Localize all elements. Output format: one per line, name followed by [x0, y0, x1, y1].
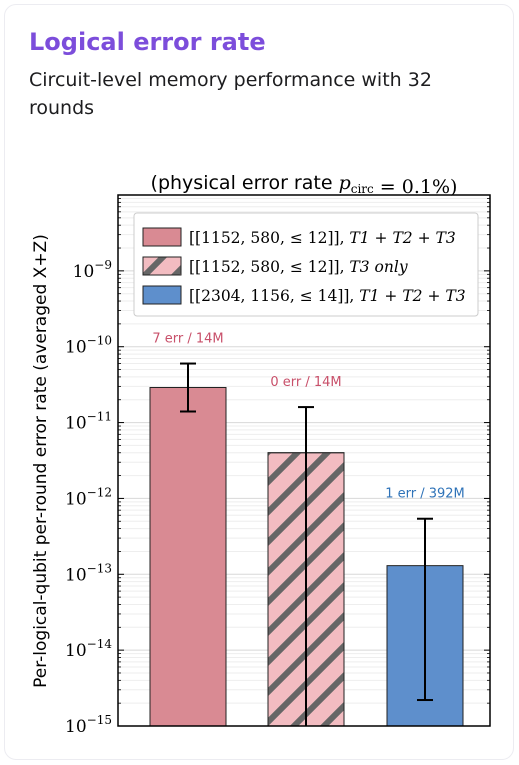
chart-title: (physical error rate pcirc = 0.1%) — [151, 172, 458, 198]
card-title: Logical error rate — [29, 28, 266, 56]
legend-swatch-fill — [142, 227, 182, 247]
y-tick-label: 10−12 — [65, 485, 112, 509]
legend-swatch — [142, 285, 182, 305]
legend-label: [[1152, 580, ≤ 12]], T1 + T2 + T3 — [189, 229, 456, 247]
y-tick-label: 10−10 — [65, 334, 112, 358]
bar-data-label: 0 err / 14M — [270, 375, 341, 390]
y-axis-label: Per-logical-qubit per-round error rate (… — [31, 234, 51, 688]
legend-swatch-fill — [142, 285, 182, 305]
bar-data-label: 1 err / 392M — [385, 487, 465, 502]
y-tick-label: 10−9 — [73, 258, 112, 282]
card-subtitle: Circuit-level memory performance with 32… — [29, 69, 432, 119]
bar-data-label: 7 err / 14M — [152, 332, 223, 347]
legend-swatch-hatch — [142, 256, 182, 276]
y-tick-label: 10−13 — [65, 561, 112, 585]
y-tick-label: 10−11 — [65, 410, 112, 434]
legend-swatch — [142, 256, 182, 276]
legend-label: [[1152, 580, ≤ 12]], T3 only — [189, 258, 408, 276]
y-tick-label: 10−14 — [65, 637, 112, 661]
y-tick-label: 10−15 — [65, 713, 112, 737]
plot-frame — [117, 194, 491, 727]
bar — [149, 386, 227, 727]
legend: [[1152, 580, ≤ 12]], T1 + T2 + T3 [[1152,… — [133, 212, 479, 317]
legend-box — [133, 212, 479, 317]
legend-swatch — [142, 227, 182, 247]
legend-label: [[2304, 1156, ≤ 14]], T1 + T2 + T3 — [189, 287, 466, 305]
